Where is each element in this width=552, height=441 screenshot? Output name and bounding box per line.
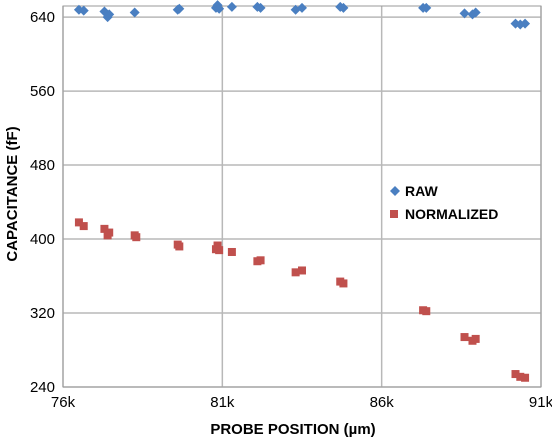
y-tick-label: 560 xyxy=(30,83,55,100)
y-tick-label: 640 xyxy=(30,9,55,26)
x-tick-label: 91k xyxy=(529,394,552,411)
normalized-data-point xyxy=(132,233,141,242)
legend-raw-marker xyxy=(390,186,400,196)
y-tick-label: 480 xyxy=(30,157,55,174)
raw-data-point xyxy=(338,2,349,13)
legend-raw-label: RAW xyxy=(405,183,438,199)
normalized-data-point xyxy=(516,372,525,381)
y-tick-label: 240 xyxy=(30,379,55,396)
legend: RAW NORMALIZED xyxy=(390,183,498,222)
raw-data-point xyxy=(470,7,481,18)
normalized-data-point xyxy=(291,268,300,277)
normalized-data-point xyxy=(339,279,348,288)
y-tick-label: 320 xyxy=(30,305,55,322)
y-axis-ticks: 240 320 400 480 560 640 xyxy=(30,9,55,396)
legend-normalized-label: NORMALIZED xyxy=(405,206,498,222)
normalized-data-point xyxy=(105,228,114,237)
normalized-data-point xyxy=(213,241,222,250)
raw-data-point xyxy=(214,3,225,14)
raw-data-point xyxy=(297,2,307,13)
x-tick-label: 86k xyxy=(370,394,395,411)
x-axis-ticks: 76k 81k 86k 91k xyxy=(51,394,552,411)
grid-lines xyxy=(62,6,542,388)
raw-data-point xyxy=(174,3,185,14)
normalized-data-point xyxy=(215,246,224,255)
raw-data-point xyxy=(255,2,266,13)
raw-data-point xyxy=(459,8,470,19)
y-axis-title: CAPACITANCE (fF) xyxy=(4,126,21,261)
normalized-data-point xyxy=(100,224,109,233)
raw-data-point xyxy=(226,1,237,12)
normalized-data-point xyxy=(79,222,88,231)
data-points xyxy=(73,0,531,382)
x-axis-title: PROBE POSITION (µm) xyxy=(210,421,375,438)
normalized-data-point xyxy=(422,307,431,316)
normalized-data-point xyxy=(256,256,265,265)
legend-normalized-marker xyxy=(390,210,398,218)
plot-frame xyxy=(62,5,542,388)
normalized-data-point xyxy=(175,242,184,251)
y-tick-label: 400 xyxy=(30,231,55,248)
normalized-data-point xyxy=(74,218,83,227)
raw-data-point xyxy=(78,5,89,16)
x-tick-label: 76k xyxy=(51,394,76,411)
x-tick-label: 81k xyxy=(210,394,235,411)
normalized-data-point xyxy=(227,247,236,256)
normalized-data-point xyxy=(460,333,469,342)
raw-data-point xyxy=(104,9,115,20)
raw-data-point xyxy=(129,7,140,18)
raw-data-point xyxy=(520,18,531,29)
normalized-data-point xyxy=(521,373,530,382)
normalized-data-point xyxy=(471,334,480,343)
normalized-data-point xyxy=(298,266,306,275)
normalized-data-point xyxy=(511,370,520,379)
raw-data-point xyxy=(421,2,432,13)
